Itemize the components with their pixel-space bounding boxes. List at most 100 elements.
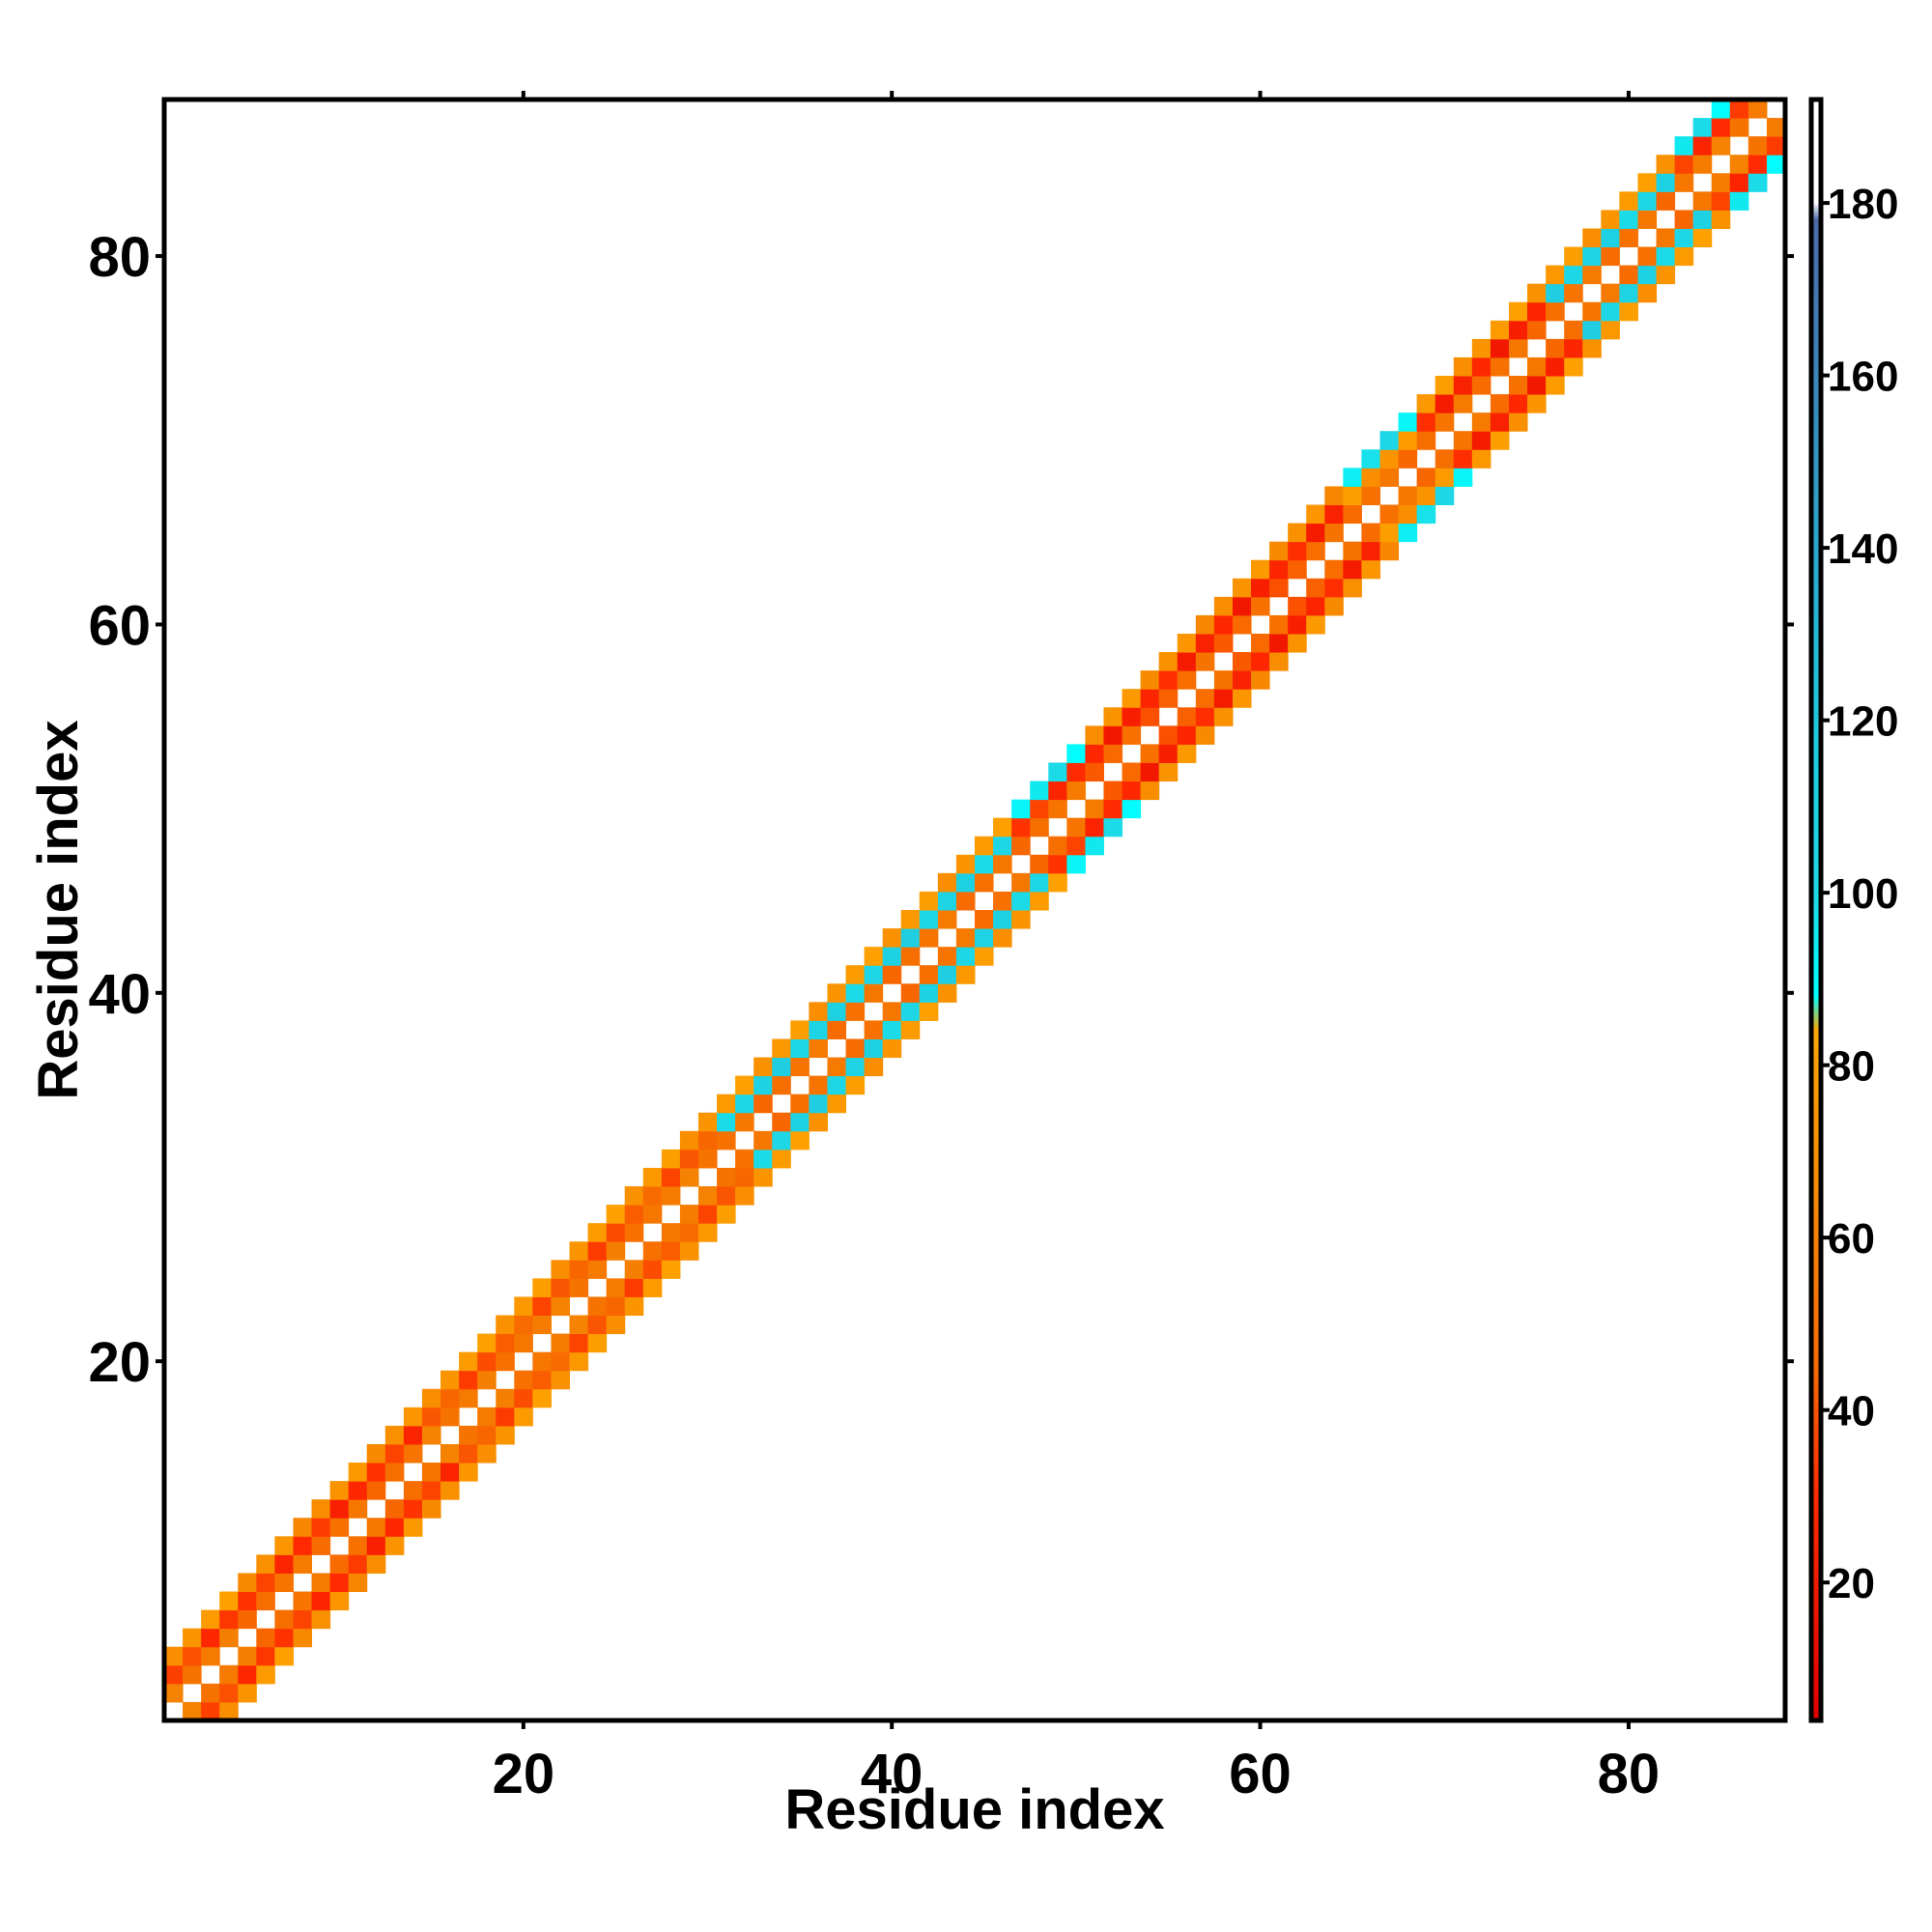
heatmap-cell [164, 1646, 184, 1666]
heatmap-cell [1158, 689, 1179, 708]
heatmap-cell [477, 1333, 497, 1353]
heatmap-cell [1508, 301, 1528, 322]
heatmap-cell [384, 1443, 405, 1463]
heatmap-cell [864, 965, 884, 984]
heatmap-cell [1324, 504, 1344, 525]
heatmap-cell [1066, 836, 1086, 856]
heatmap-cell [1564, 356, 1583, 377]
heatmap-cell [293, 1591, 313, 1611]
heatmap-cell [772, 1075, 791, 1095]
heatmap-cell [532, 1296, 552, 1316]
heatmap-cell [274, 1536, 294, 1555]
heatmap-cell [1158, 670, 1179, 690]
heatmap-cell [790, 1094, 810, 1114]
heatmap-cell [624, 1223, 644, 1242]
heatmap-cell [1453, 431, 1473, 450]
heatmap-cell [1158, 725, 1179, 745]
heatmap-cell [1288, 614, 1307, 635]
heatmap-cell [440, 1406, 460, 1427]
heatmap-cell [624, 1278, 644, 1297]
heatmap-cell [1158, 652, 1179, 671]
heatmap-cell [1637, 191, 1658, 211]
heatmap-cell [1195, 633, 1215, 653]
heatmap-cell [201, 1683, 220, 1703]
heatmap-cell [735, 1167, 754, 1187]
heatmap-cell [551, 1260, 570, 1279]
heatmap-cell [1692, 118, 1713, 137]
heatmap-cell [329, 1554, 350, 1574]
heatmap-cell [477, 1425, 497, 1445]
heatmap-cell [1269, 652, 1289, 671]
heatmap-cell [238, 1683, 257, 1703]
heatmap-cell [1471, 431, 1492, 450]
heatmap-cell [1343, 468, 1362, 487]
heatmap-cell [919, 928, 939, 948]
heatmap-cell [845, 1057, 866, 1077]
heatmap-cell [955, 947, 976, 966]
heatmap-cell [882, 1020, 902, 1039]
heatmap-cell [1527, 376, 1547, 395]
heatmap-cell [717, 1130, 736, 1151]
heatmap-cell [1251, 633, 1270, 653]
heatmap-cell [219, 1609, 239, 1630]
heatmap-cell [919, 891, 939, 911]
heatmap-cell [551, 1351, 570, 1372]
heatmap-cell [1177, 633, 1197, 653]
heatmap-cell [1435, 486, 1455, 505]
heatmap-cell [827, 1020, 847, 1039]
heatmap-cell [975, 928, 994, 948]
heatmap-cell [753, 1130, 773, 1151]
heatmap-cell [1379, 504, 1400, 525]
heatmap-cell [1030, 872, 1049, 893]
heatmap-cell [1508, 320, 1528, 340]
heatmap-cell [1564, 320, 1583, 340]
colorbar-ticks: 20 40 60 80 100 120 140 160 180 [1821, 181, 1898, 1607]
heatmap-cell [1324, 578, 1344, 598]
heatmap-cell [1398, 523, 1418, 543]
colorbar-tick-label: 80 [1828, 1043, 1875, 1091]
heatmap-cell [882, 947, 902, 966]
heatmap-cell [1269, 578, 1289, 598]
heatmap-cell [993, 928, 1012, 948]
heatmap-cell [1085, 762, 1104, 782]
heatmap-cell [1232, 578, 1252, 598]
heatmap-cell [1343, 559, 1362, 580]
heatmap-cell [1656, 228, 1676, 248]
heatmap-cell [496, 1351, 515, 1372]
heatmap-cell [1379, 431, 1400, 450]
heatmap-cell [1158, 762, 1179, 782]
heatmap-cell [661, 1260, 681, 1279]
heatmap-cell [1637, 246, 1658, 267]
heatmap-cell [900, 928, 921, 948]
y-axis-ticks: 20 40 60 80 [88, 226, 1794, 1394]
heatmap-cell [1213, 689, 1234, 708]
heatmap-cell [864, 947, 884, 966]
heatmap-cell [477, 1351, 497, 1372]
heatmap-cell [624, 1186, 644, 1206]
heatmap-cell [201, 1628, 220, 1648]
heatmap-cell [1674, 228, 1694, 248]
heatmap-cell [1601, 301, 1620, 322]
heatmap-cell [348, 1499, 368, 1519]
heatmap-cell [551, 1333, 570, 1353]
heatmap-cell [1288, 541, 1307, 561]
heatmap-cell [403, 1406, 423, 1427]
heatmap-cell [514, 1333, 533, 1353]
heatmap-cell [1103, 799, 1123, 819]
heatmap-cell [1066, 744, 1086, 763]
heatmap-cell [1103, 725, 1123, 745]
heatmap-cell [735, 1112, 754, 1132]
heatmap-cell [1379, 523, 1400, 543]
heatmap-cell [1195, 689, 1215, 708]
heatmap-cell [1471, 449, 1492, 469]
heatmap-cell [1232, 689, 1252, 708]
heatmap-cell [551, 1278, 570, 1297]
heatmap-cell [1140, 781, 1160, 801]
heatmap-cell [1361, 486, 1380, 505]
heatmap-cell [1085, 725, 1104, 745]
heatmap-cell [219, 1591, 239, 1611]
heatmap-cell [1601, 228, 1620, 248]
heatmap-cell [238, 1646, 257, 1666]
heatmap-cell [1158, 744, 1179, 763]
